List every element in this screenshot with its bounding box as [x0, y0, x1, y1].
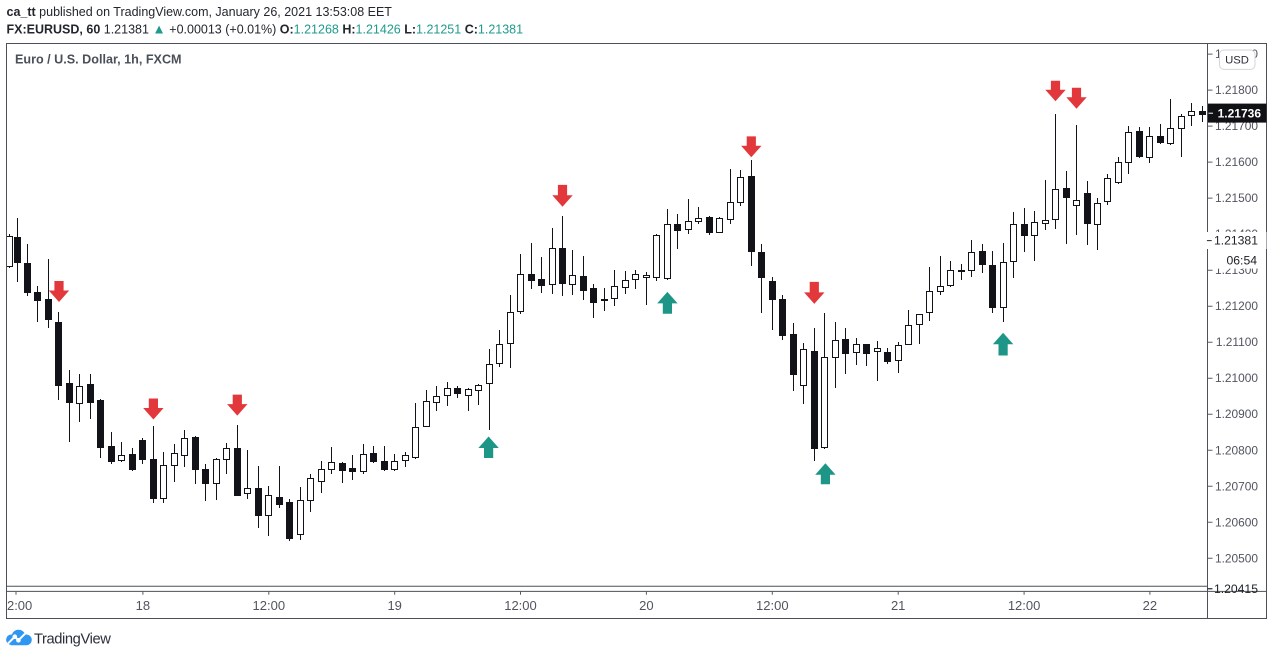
svg-text:1.21200: 1.21200 — [1215, 299, 1258, 313]
svg-text:1.21100: 1.21100 — [1216, 335, 1258, 349]
svg-text:06:54: 06:54 — [1227, 253, 1258, 267]
svg-text:1.21381: 1.21381 — [1214, 234, 1258, 248]
svg-text:1.20900: 1.20900 — [1215, 407, 1258, 421]
svg-text:1.21700: 1.21700 — [1215, 119, 1258, 133]
svg-text:12:00: 12:00 — [504, 598, 537, 613]
svg-text:FX:EURUSD, 60 1.21381 ▲ +0.00: FX:EURUSD, 60 1.21381 ▲ +0.00013 (+0.01%… — [7, 21, 524, 36]
svg-text:1.20800: 1.20800 — [1215, 443, 1258, 457]
svg-text:1.20500: 1.20500 — [1215, 551, 1258, 565]
svg-text:1.21600: 1.21600 — [1215, 155, 1258, 169]
svg-text:1.20700: 1.20700 — [1215, 479, 1258, 493]
svg-text:18: 18 — [136, 598, 150, 613]
svg-text:1.21000: 1.21000 — [1215, 371, 1258, 385]
svg-text:19: 19 — [387, 598, 401, 613]
svg-text:1.21800: 1.21800 — [1215, 83, 1258, 97]
svg-text:12:00: 12:00 — [756, 598, 789, 613]
svg-text:22: 22 — [1143, 598, 1157, 613]
svg-text:12:00: 12:00 — [0, 598, 32, 613]
svg-text:1.21500: 1.21500 — [1215, 191, 1258, 205]
svg-text:1.20415: 1.20415 — [1214, 582, 1258, 596]
svg-text:20: 20 — [639, 598, 653, 613]
svg-text:1.20600: 1.20600 — [1215, 515, 1258, 529]
svg-text:21: 21 — [891, 598, 905, 613]
svg-text:TradingView: TradingView — [34, 632, 111, 648]
svg-text:12:00: 12:00 — [1008, 598, 1041, 613]
svg-text:1.21736: 1.21736 — [1218, 106, 1262, 120]
svg-text:Euro / U.S. Dollar, 1h, FXCM: Euro / U.S. Dollar, 1h, FXCM — [15, 53, 182, 67]
svg-text:ca_tt published on TradingView: ca_tt published on TradingView.com, Janu… — [7, 5, 393, 19]
svg-text:USD: USD — [1225, 55, 1249, 67]
svg-text:12:00: 12:00 — [253, 598, 286, 613]
